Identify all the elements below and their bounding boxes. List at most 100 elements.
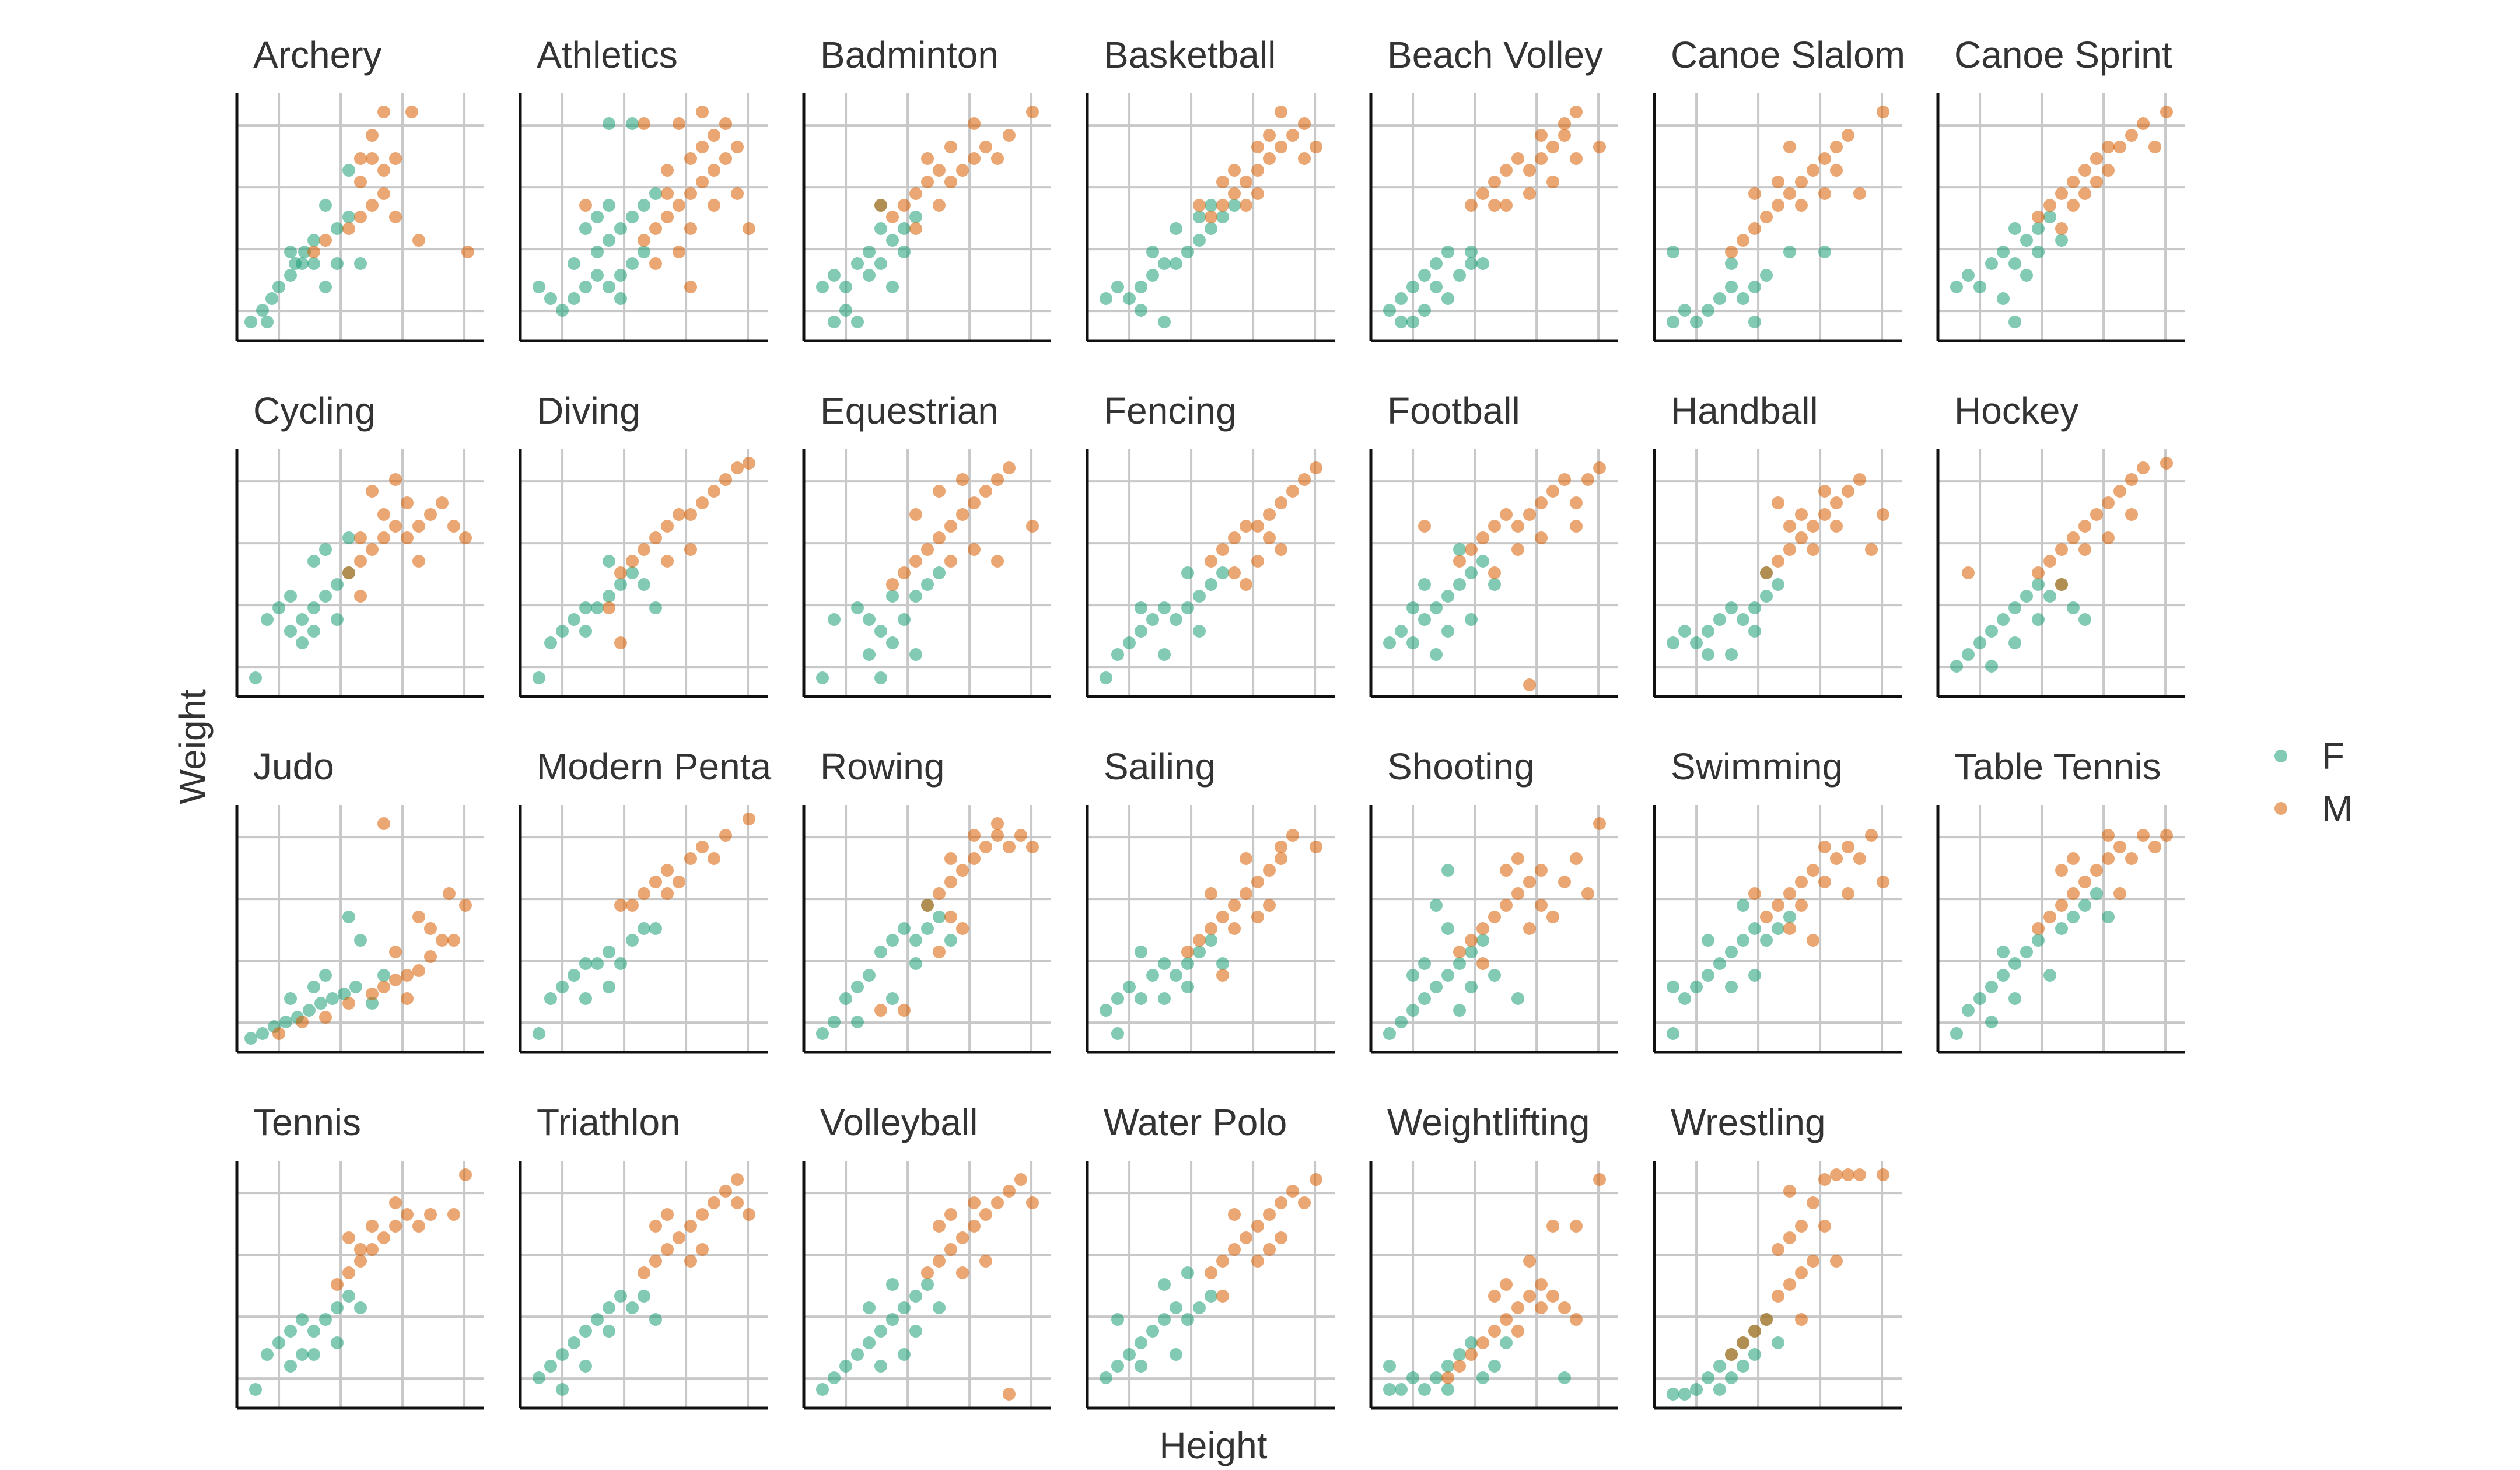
point-m	[424, 922, 437, 935]
point-f	[544, 1360, 557, 1373]
point-m	[1003, 129, 1016, 142]
point-m	[1286, 1185, 1299, 1198]
point-f	[1725, 601, 1738, 614]
point-m	[956, 473, 969, 486]
point-f	[331, 578, 344, 591]
point-m	[673, 1231, 685, 1244]
point-m	[1546, 1290, 1559, 1303]
point-m	[743, 1208, 755, 1221]
point-m	[1842, 841, 1854, 853]
point-m	[1465, 199, 1478, 212]
point-m	[1026, 1196, 1039, 1209]
point-m	[1240, 176, 1252, 188]
point-m	[603, 601, 615, 614]
point-m	[1818, 841, 1831, 853]
point-m	[307, 246, 320, 258]
point-f	[863, 269, 876, 282]
point-f	[1100, 1004, 1112, 1017]
point-m	[649, 531, 662, 544]
point-m	[1783, 1231, 1796, 1244]
point-m	[1228, 922, 1241, 935]
point-m	[1783, 187, 1796, 200]
facet-title: Handball	[1671, 390, 1818, 432]
point-f	[342, 211, 355, 223]
point-m	[1853, 852, 1866, 865]
point-m	[1263, 152, 1276, 165]
point-m	[743, 222, 755, 235]
point-m	[1570, 852, 1583, 865]
point-f	[2020, 590, 2033, 603]
point-f	[886, 1278, 899, 1291]
point-f	[1135, 304, 1147, 317]
facet-title: Canoe Slalom	[1671, 34, 1905, 76]
point-m	[696, 106, 709, 118]
point-m	[2055, 187, 2068, 200]
point-m	[673, 876, 685, 888]
point-f	[1111, 1313, 1124, 1326]
point-f	[1383, 1027, 1396, 1040]
point-f	[2020, 234, 2033, 247]
point-m	[354, 1255, 367, 1268]
point-m	[1795, 1220, 1808, 1233]
point-m	[1570, 1313, 1583, 1326]
point-f	[626, 257, 639, 270]
point-f	[603, 555, 615, 568]
point-m	[1558, 876, 1571, 888]
point-m	[296, 1016, 309, 1028]
point-f	[839, 304, 852, 317]
point-m	[1263, 531, 1276, 544]
point-m	[1500, 164, 1513, 177]
point-m	[1795, 876, 1808, 888]
point-m	[1263, 864, 1276, 877]
point-m	[1748, 1325, 1761, 1338]
point-f	[1395, 1016, 1408, 1028]
point-m	[933, 531, 946, 544]
point-m	[1263, 129, 1276, 142]
point-m	[1310, 141, 1322, 153]
point-m	[579, 199, 592, 212]
point-m	[1453, 1360, 1466, 1373]
point-m	[1298, 117, 1311, 130]
point-m	[1818, 152, 1831, 165]
point-f	[1737, 899, 1749, 912]
point-m	[696, 1208, 709, 1221]
point-f	[1465, 566, 1478, 579]
point-f	[319, 1313, 332, 1326]
point-m	[979, 1255, 992, 1268]
point-f	[544, 292, 557, 305]
point-m	[319, 1011, 332, 1024]
point-f	[319, 199, 332, 212]
legend-label-m: M	[2322, 788, 2353, 830]
point-m	[1240, 199, 1252, 212]
point-f	[1713, 292, 1726, 305]
point-f	[886, 1313, 899, 1326]
point-f	[319, 590, 332, 603]
point-m	[1523, 1255, 1536, 1268]
point-f	[556, 1348, 569, 1361]
point-m	[1783, 887, 1796, 900]
point-f	[603, 590, 615, 603]
point-m	[424, 508, 437, 521]
point-m	[638, 1266, 650, 1279]
point-f	[1430, 601, 1443, 614]
point-f	[1476, 934, 1489, 947]
facet-title: Athletics	[537, 34, 678, 76]
point-m	[1205, 887, 1217, 900]
point-f	[1430, 281, 1443, 293]
point-m	[377, 817, 390, 830]
point-m	[459, 899, 472, 912]
point-m	[1263, 899, 1276, 912]
point-f	[579, 222, 592, 235]
point-m	[731, 1196, 744, 1209]
point-m	[614, 636, 627, 649]
point-m	[1570, 152, 1583, 165]
facet-panel-swimming: Swimming	[1653, 746, 1902, 1054]
point-m	[956, 864, 969, 877]
facet-panel-archery: Archery	[235, 34, 484, 342]
point-m	[1465, 543, 1478, 556]
point-f	[1170, 613, 1182, 626]
point-m	[1216, 911, 1229, 923]
point-m	[1783, 922, 1796, 935]
point-m	[921, 152, 934, 165]
point-f	[828, 1371, 841, 1384]
